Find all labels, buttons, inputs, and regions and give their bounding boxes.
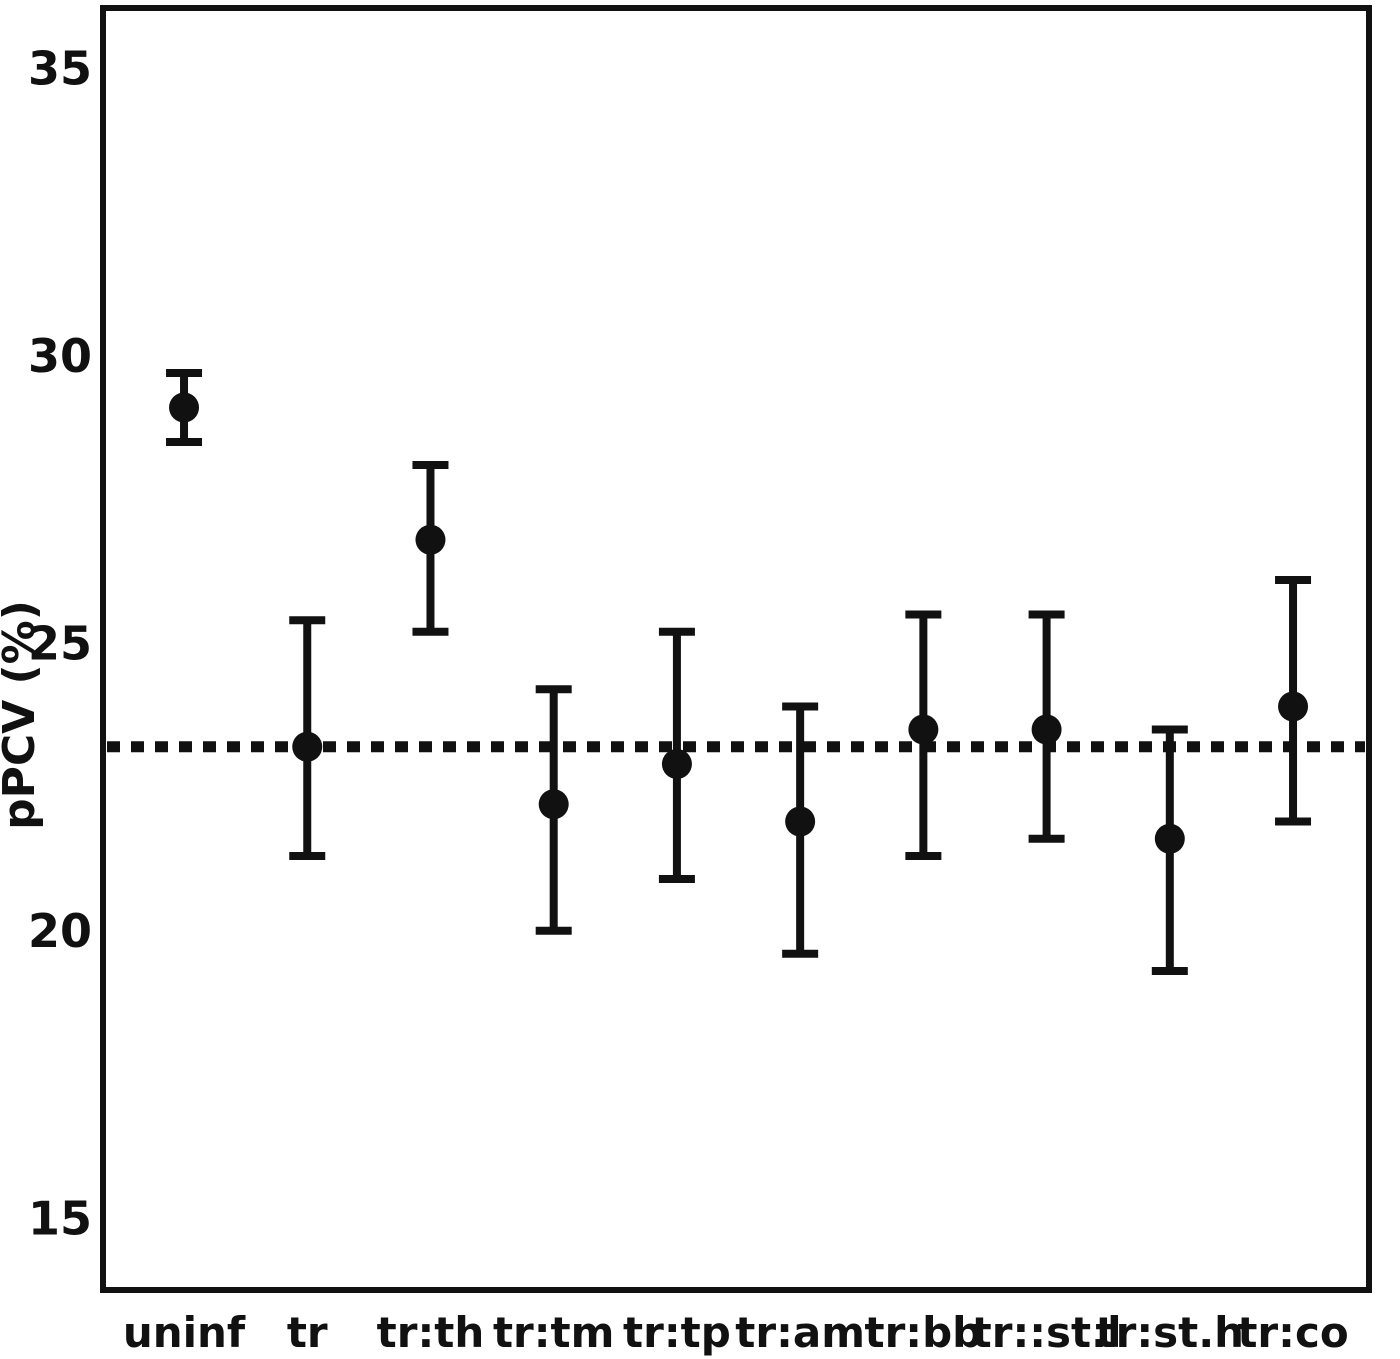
y-tick-label: 15 <box>28 1191 92 1245</box>
data-point <box>908 714 939 745</box>
x-tick-label: tr:co <box>1237 1308 1348 1357</box>
y-tick-label: 25 <box>28 616 92 670</box>
x-tick-label: tr:tp <box>623 1308 731 1357</box>
y-tick-label: 35 <box>28 41 92 95</box>
x-tick-label: tr <box>287 1308 328 1357</box>
data-point <box>415 524 446 555</box>
y-tick-label: 20 <box>28 904 92 958</box>
x-tick-label: tr::st.l <box>972 1308 1122 1357</box>
data-point <box>169 392 200 423</box>
x-tick-label: tr:tm <box>493 1308 614 1357</box>
x-tick-label: tr:bb <box>865 1308 983 1357</box>
data-point <box>1278 691 1309 722</box>
x-tick-label: uninf <box>123 1308 246 1357</box>
x-tick-label: tr:th <box>377 1308 485 1357</box>
y-tick-label: 30 <box>28 329 92 383</box>
x-tick-label: tr:am <box>735 1308 865 1357</box>
data-point <box>785 806 816 837</box>
data-point <box>1031 714 1062 745</box>
data-point <box>292 731 323 762</box>
data-point <box>538 789 569 820</box>
data-point <box>1154 823 1185 854</box>
data-point <box>661 749 692 779</box>
plot-border <box>100 5 1372 1293</box>
x-tick-label: tr:st.h <box>1096 1308 1245 1357</box>
y-axis-label: pPCV (%) <box>0 600 45 830</box>
